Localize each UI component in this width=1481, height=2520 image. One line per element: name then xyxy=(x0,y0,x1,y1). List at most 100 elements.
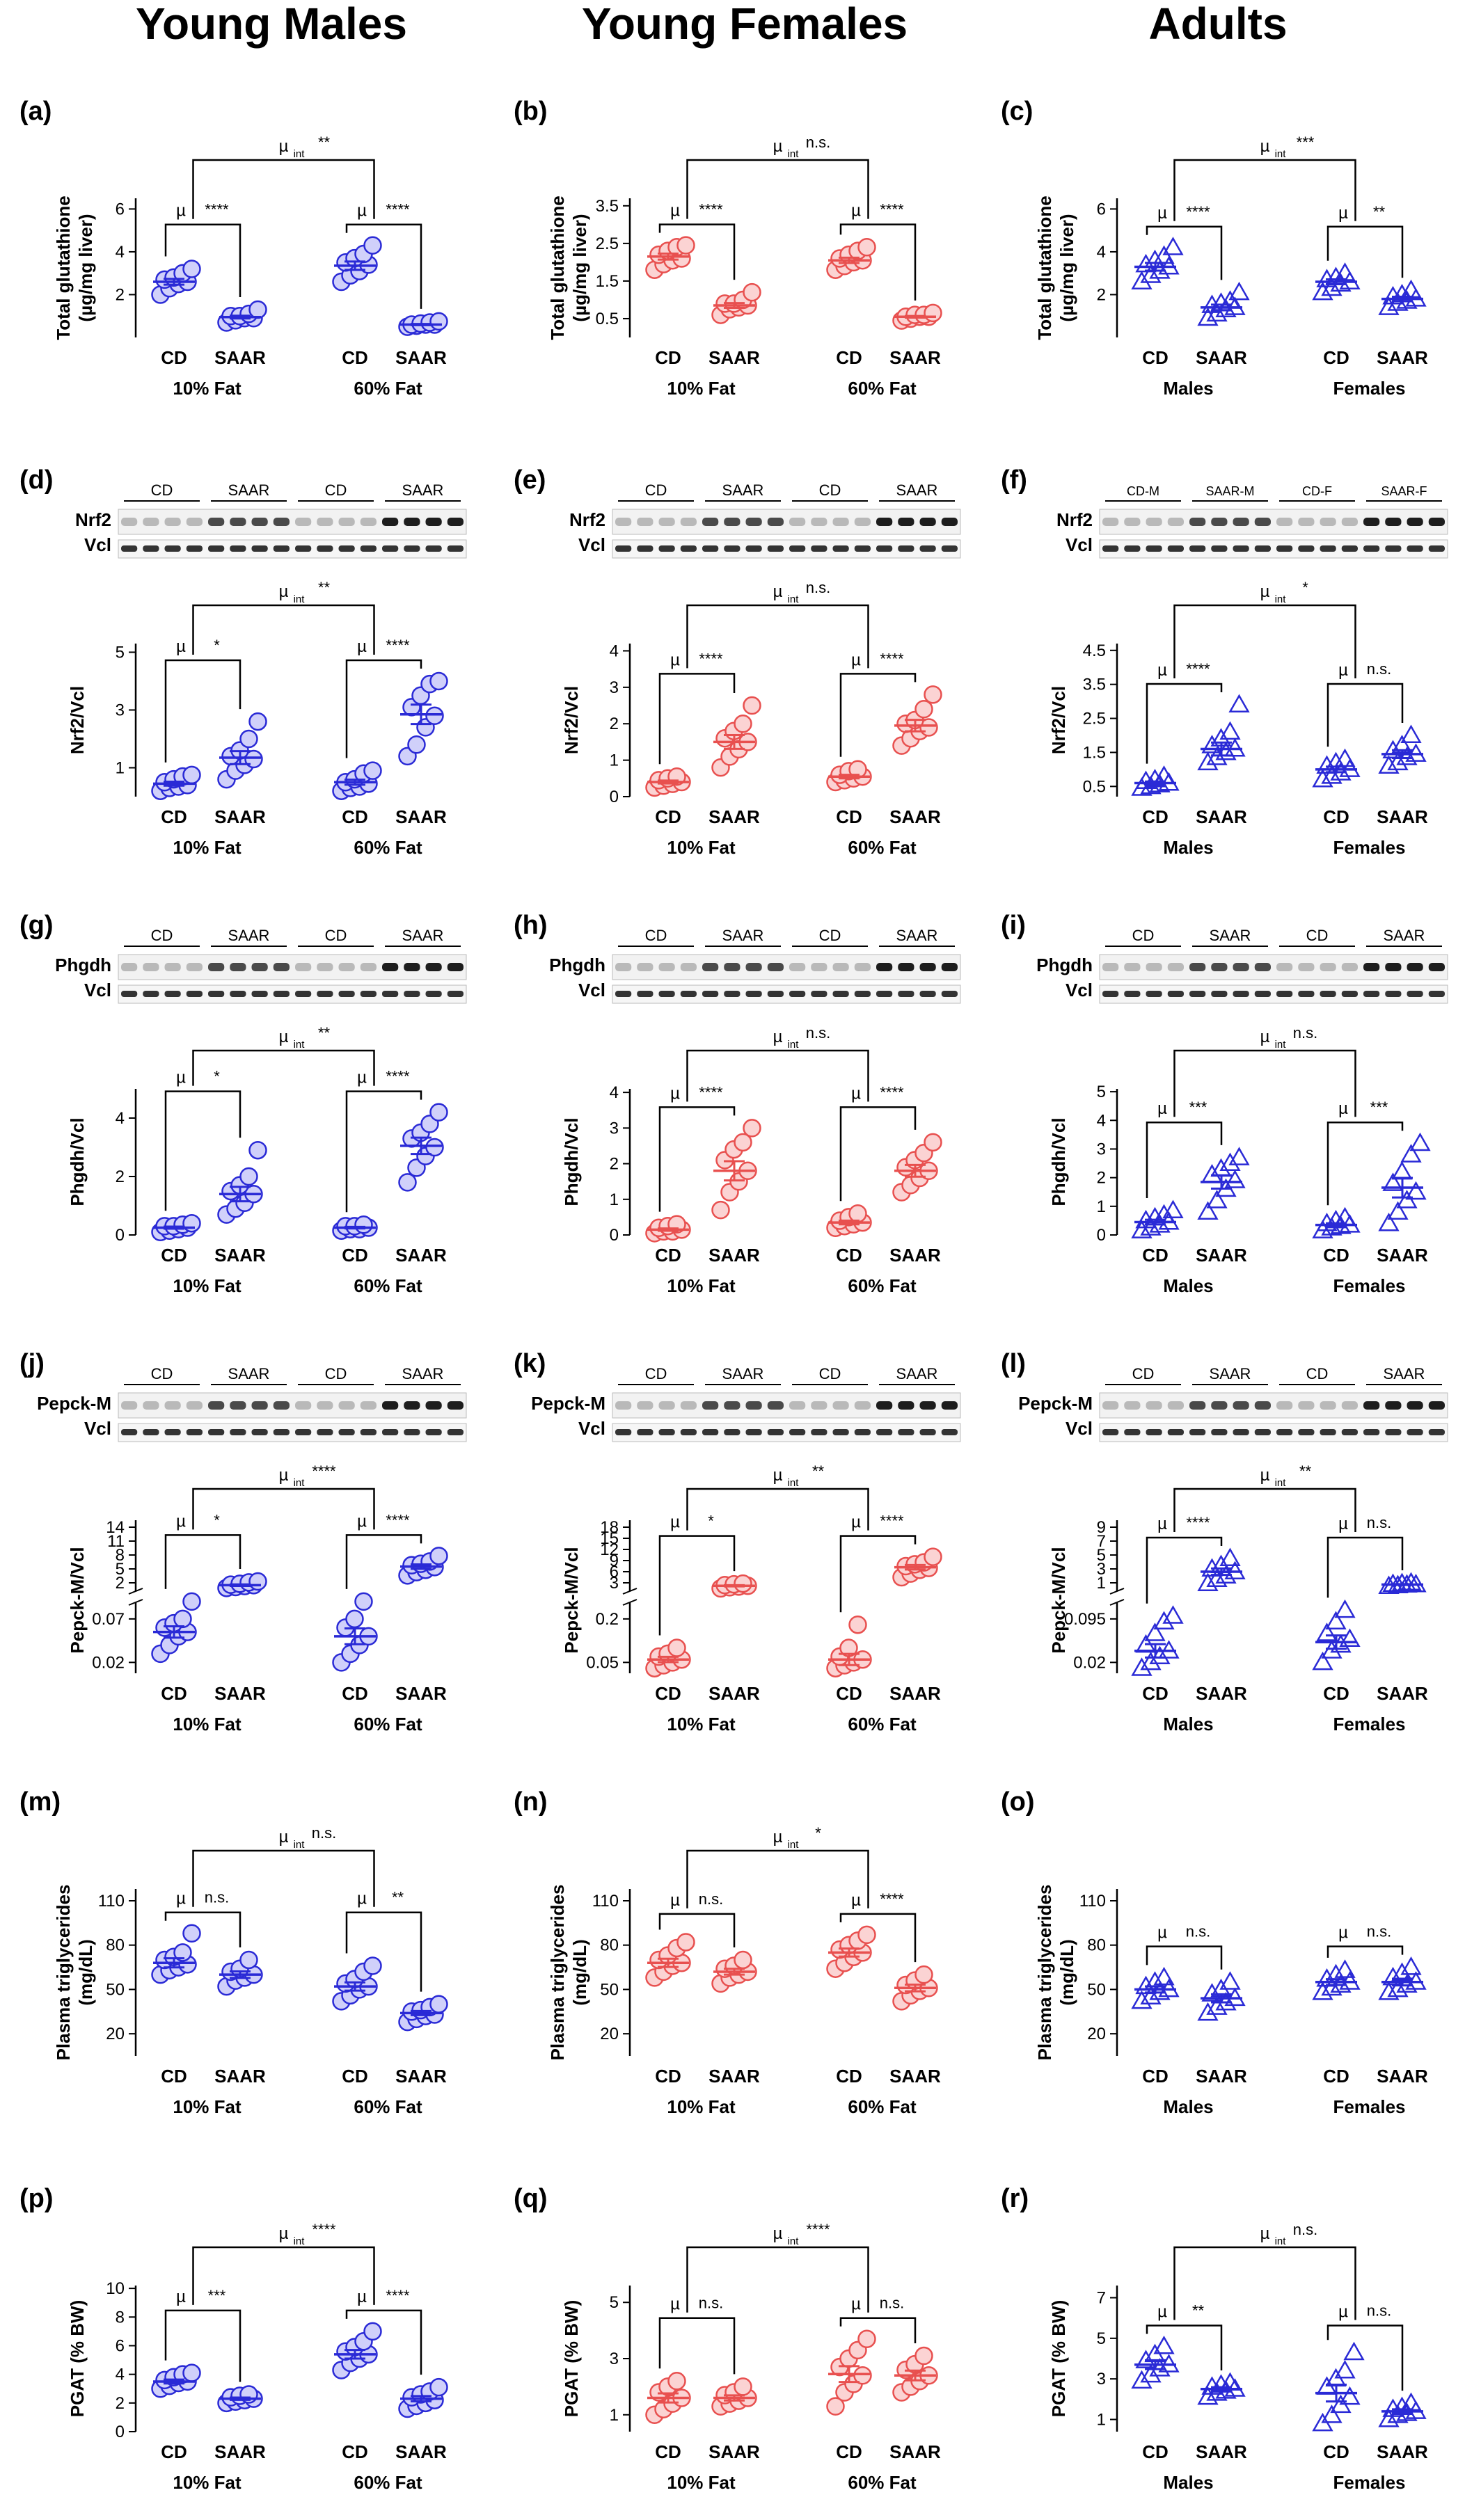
y-tick-label: 15 xyxy=(600,1529,619,1548)
blot-band xyxy=(1146,518,1162,526)
blot-band xyxy=(1167,545,1184,552)
y-tick-label: 5 xyxy=(1097,2329,1106,2348)
blot-band xyxy=(447,991,464,997)
sig-bracket xyxy=(345,659,422,758)
sig-label: n.s. xyxy=(699,1890,723,1908)
chart-p: (p) 0 2 4 6 8 10 PGAT (% BW) CD SAAR CD SAAR 10% Fat… xyxy=(19,2184,448,2493)
x-category-label: SAAR xyxy=(1196,1683,1247,1704)
blot-lane-label: SAAR xyxy=(722,481,764,499)
data-point xyxy=(1387,751,1409,771)
blot-band xyxy=(121,545,138,552)
data-point xyxy=(248,712,267,731)
x-category-label: CD xyxy=(342,347,368,368)
int-subscript: int xyxy=(1275,1039,1287,1051)
int-subscript: int xyxy=(294,1839,306,1851)
int-subscript: int xyxy=(788,1477,800,1489)
blot-band xyxy=(898,1401,914,1410)
panel-j: (j) CD SAAR CD SAAR Pepck-M Vcl 2 5 8 11 14 0.02 0.07… xyxy=(14,1343,487,1746)
blot-lane-label: CD xyxy=(819,481,841,499)
blot-band xyxy=(121,963,138,971)
blot-band xyxy=(702,991,719,997)
data-point xyxy=(407,735,426,754)
blot-band xyxy=(1124,963,1141,971)
y-tick-label: 7 xyxy=(1097,1532,1106,1551)
blot-loading-label: Vcl xyxy=(1066,534,1093,555)
panel-b: (b) 0.5 1.5 2.5 3.5 Total glutathione (µg/mg l… xyxy=(508,90,981,410)
sig-bracket xyxy=(658,1913,736,1947)
y-tick-label: 1 xyxy=(610,751,619,770)
panel-a: (a) 2 4 6 Total glutathione (µg/mg liver) CD SA… xyxy=(14,90,487,410)
x-category-label: SAAR xyxy=(889,2441,941,2462)
x-category-label: CD xyxy=(836,1245,862,1266)
blot-lane-label: SAAR xyxy=(228,481,270,499)
y-tick-label: 4.5 xyxy=(1083,641,1106,660)
data-point xyxy=(425,706,444,726)
mu-symbol: µ xyxy=(773,1466,783,1485)
mu-symbol: µ xyxy=(1338,1924,1348,1943)
group-label: 10% Fat xyxy=(667,2096,736,2117)
x-category-label: SAAR xyxy=(395,347,447,368)
x-category-label: SAAR xyxy=(1377,1683,1428,1704)
panel-label: (e) xyxy=(514,465,546,495)
mu-symbol: µ xyxy=(670,1513,680,1532)
blot-band xyxy=(425,963,442,971)
blot-band xyxy=(1341,518,1358,526)
blot-band xyxy=(164,963,181,971)
data-point xyxy=(1197,2386,1219,2405)
blot-band xyxy=(615,518,632,526)
blot-band xyxy=(273,1429,290,1435)
blot-band xyxy=(941,991,958,997)
blot-band xyxy=(1428,545,1445,552)
y-tick-label: 80 xyxy=(1087,1936,1106,1955)
blot-band xyxy=(1233,991,1249,997)
panel-h: (h) CD SAAR CD SAAR Phgdh Vcl 0 1 2 3 4 Phgdh/Vcl CD S… xyxy=(508,904,981,1308)
blot-band xyxy=(1189,518,1206,526)
y-tick-label: 3.5 xyxy=(1083,676,1106,694)
blot-band xyxy=(658,963,675,971)
x-category-label: SAAR xyxy=(708,2441,760,2462)
y-tick-label: 5 xyxy=(116,1560,125,1579)
blot-band xyxy=(1320,518,1336,526)
interaction-bracket xyxy=(1173,2246,1356,2320)
interaction-bracket xyxy=(192,1049,375,1086)
group-label: 10% Fat xyxy=(667,1714,736,1735)
mu-symbol: µ xyxy=(279,1028,289,1046)
y-tick-label: 0.095 xyxy=(1064,1610,1106,1629)
interaction-sig-label: ** xyxy=(812,1462,825,1480)
mu-symbol: µ xyxy=(1260,1466,1270,1485)
interaction-bracket xyxy=(192,604,375,655)
y-tick-label: 0.07 xyxy=(92,1610,125,1629)
group-label: 10% Fat xyxy=(173,1714,241,1735)
y-axis-label: (mg/dL) xyxy=(1056,1939,1077,2005)
y-tick-label: 110 xyxy=(1079,1892,1106,1911)
sig-bracket xyxy=(658,1106,736,1212)
sig-bracket xyxy=(839,1106,917,1202)
data-point xyxy=(1321,2405,1343,2423)
data-point xyxy=(1197,751,1219,771)
blot-band xyxy=(1320,1429,1336,1435)
blot-band xyxy=(898,1429,914,1435)
data-point xyxy=(1206,1190,1228,1209)
blot-band xyxy=(143,518,159,526)
panel-l: (l) CD SAAR CD SAAR Pepck-M Vcl 1 3 5 7 9 0.02 0.095 P… xyxy=(995,1343,1468,1746)
blot-band xyxy=(1298,1429,1315,1435)
blot-band xyxy=(1320,545,1336,552)
blot-band xyxy=(724,545,740,552)
y-tick-label: 0 xyxy=(610,1226,619,1245)
blot-band xyxy=(425,518,442,526)
chart-f: (f) CD-M SAAR-M CD-F SAAR-F Nrf2 Vcl 0.5 1.5 2.5 3… xyxy=(1001,465,1448,858)
blot-band xyxy=(404,545,420,552)
data-point xyxy=(1321,765,1343,784)
chart-r: (r) 1 3 5 7 PGAT (% BW) CD SAAR CD SAAR Males Femal… xyxy=(1001,2184,1428,2493)
blot-loading-label: Vcl xyxy=(1066,1418,1093,1439)
interaction-bracket xyxy=(686,159,869,219)
sig-label: **** xyxy=(1186,203,1210,221)
column-title-adults: Adults xyxy=(1148,0,1288,49)
sig-bracket xyxy=(345,1090,422,1213)
mu-symbol: µ xyxy=(773,2224,783,2243)
data-point xyxy=(676,236,695,255)
blot-band xyxy=(164,991,181,997)
blot-band xyxy=(447,963,464,971)
blot-band xyxy=(1102,1429,1119,1435)
blot-band xyxy=(1146,545,1162,552)
